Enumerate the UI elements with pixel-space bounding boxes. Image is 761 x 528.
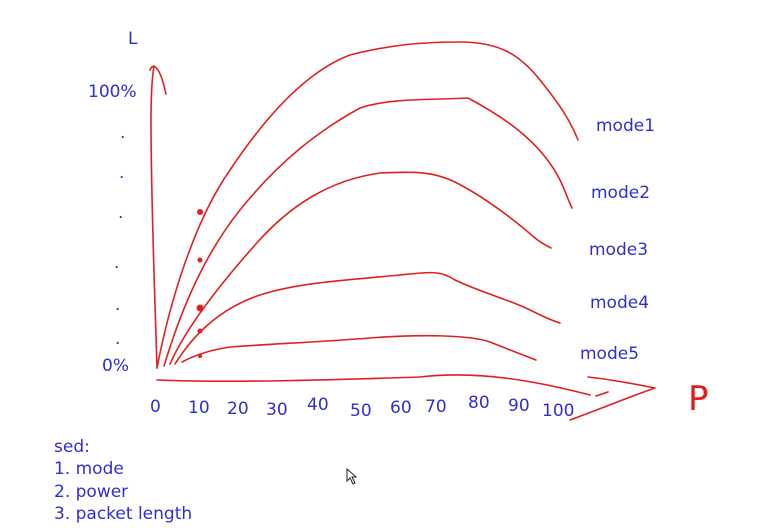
x-tick: 10 (188, 398, 210, 418)
notes-heading: sed: (54, 437, 90, 457)
y-dot: . (115, 329, 120, 349)
notes-item: 1. mode (54, 459, 124, 479)
curve-label-mode5: mode5 (580, 344, 639, 364)
curve-label-mode3: mode3 (589, 240, 648, 260)
x-axis-label: P (688, 379, 709, 419)
x-tick: 60 (390, 398, 412, 418)
y-axis-bottom-label: 0% (102, 356, 129, 376)
curve-label-mode2: mode2 (591, 183, 650, 203)
point-mode5 (198, 354, 202, 358)
notes-item: 2. power (54, 482, 129, 502)
y-dot: . (119, 163, 124, 183)
x-tick: 40 (307, 395, 329, 415)
y-axis (149, 65, 167, 369)
x-tick: 20 (227, 399, 249, 419)
point-mode4 (197, 328, 203, 334)
curve-mode4 (174, 271, 561, 365)
x-tick: 50 (350, 401, 372, 421)
x-tick: 100 (542, 401, 574, 421)
x-tick: 30 (266, 400, 288, 420)
y-dot: . (114, 253, 119, 273)
x-tick: 0 (150, 397, 161, 417)
curve-mode3 (169, 171, 552, 365)
point-mode2 (197, 257, 203, 263)
mouse-pointer-icon (346, 468, 358, 485)
x-axis (156, 374, 656, 421)
y-dot: . (115, 295, 120, 315)
x-tick: 70 (425, 397, 447, 417)
curve-label-mode1: mode1 (596, 116, 655, 136)
curve-mode2 (163, 97, 573, 367)
curve-mode1 (156, 41, 579, 369)
y-dot: . (120, 123, 125, 143)
point-mode3 (196, 304, 204, 312)
y-dot: . (118, 203, 123, 223)
y-axis-label: L (128, 29, 138, 49)
curve-mode5 (181, 334, 537, 363)
notes-item: 3. packet length (54, 504, 193, 524)
point-mode1 (197, 209, 203, 215)
x-tick: 90 (508, 396, 530, 416)
y-axis-top-label: 100% (88, 82, 137, 102)
curve-label-mode4: mode4 (590, 293, 649, 313)
x-tick: 80 (468, 393, 490, 413)
